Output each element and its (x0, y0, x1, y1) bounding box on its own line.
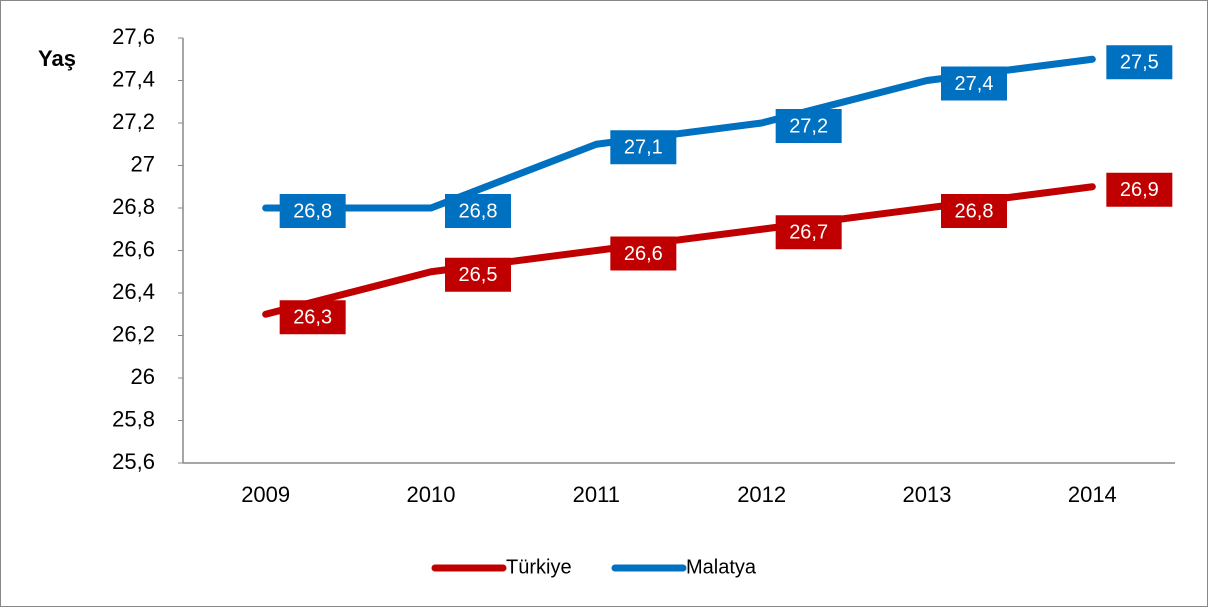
legend-label: Malatya (686, 556, 757, 578)
data-label-box (610, 236, 677, 271)
data-label: 26,5 (459, 264, 498, 286)
y-tick-label: 26,2 (112, 321, 155, 346)
y-axis-label: Yaş (38, 46, 76, 71)
data-label-box (610, 130, 677, 165)
data-label-box (775, 215, 842, 250)
data-label: 26,7 (789, 222, 828, 244)
y-tick-label: 25,6 (112, 449, 155, 474)
y-tick-label: 26,8 (112, 194, 155, 219)
data-label: 27,2 (789, 115, 828, 137)
data-label-box (1106, 45, 1173, 80)
x-tick-label: 2009 (241, 482, 290, 507)
data-label: 26,8 (293, 200, 332, 222)
x-tick-label: 2012 (737, 482, 786, 507)
y-tick-label: 27,4 (112, 66, 155, 91)
legend-label: Türkiye (506, 556, 572, 578)
y-tick-label: 27,6 (112, 24, 155, 49)
data-label-box (1106, 172, 1173, 207)
data-label-box (445, 194, 511, 228)
data-label-box (941, 66, 1007, 101)
y-tick-label: 25,8 (112, 406, 155, 431)
x-tick-label: 2014 (1068, 482, 1117, 507)
y-tick-label: 26 (131, 364, 155, 389)
x-tick-label: 2013 (903, 482, 952, 507)
data-label-box (775, 109, 842, 143)
data-label: 26,8 (955, 200, 994, 222)
y-tick-label: 27,2 (112, 109, 155, 134)
data-label: 26,6 (624, 243, 663, 265)
data-label: 27,1 (624, 137, 663, 159)
data-label-box (445, 257, 511, 292)
x-tick-label: 2011 (573, 482, 620, 507)
data-label: 27,5 (1120, 52, 1159, 74)
y-tick-label: 26,4 (112, 279, 155, 304)
data-label-box (279, 300, 346, 335)
data-label: 26,9 (1120, 179, 1159, 201)
data-label-box (279, 194, 346, 228)
data-label: 26,8 (459, 200, 498, 222)
data-label: 27,4 (955, 73, 994, 95)
data-label-box (941, 194, 1007, 228)
y-tick-label: 27 (131, 151, 155, 176)
y-tick-label: 26,6 (112, 236, 155, 261)
data-label: 26,3 (293, 307, 332, 329)
x-tick-label: 2010 (407, 482, 456, 507)
